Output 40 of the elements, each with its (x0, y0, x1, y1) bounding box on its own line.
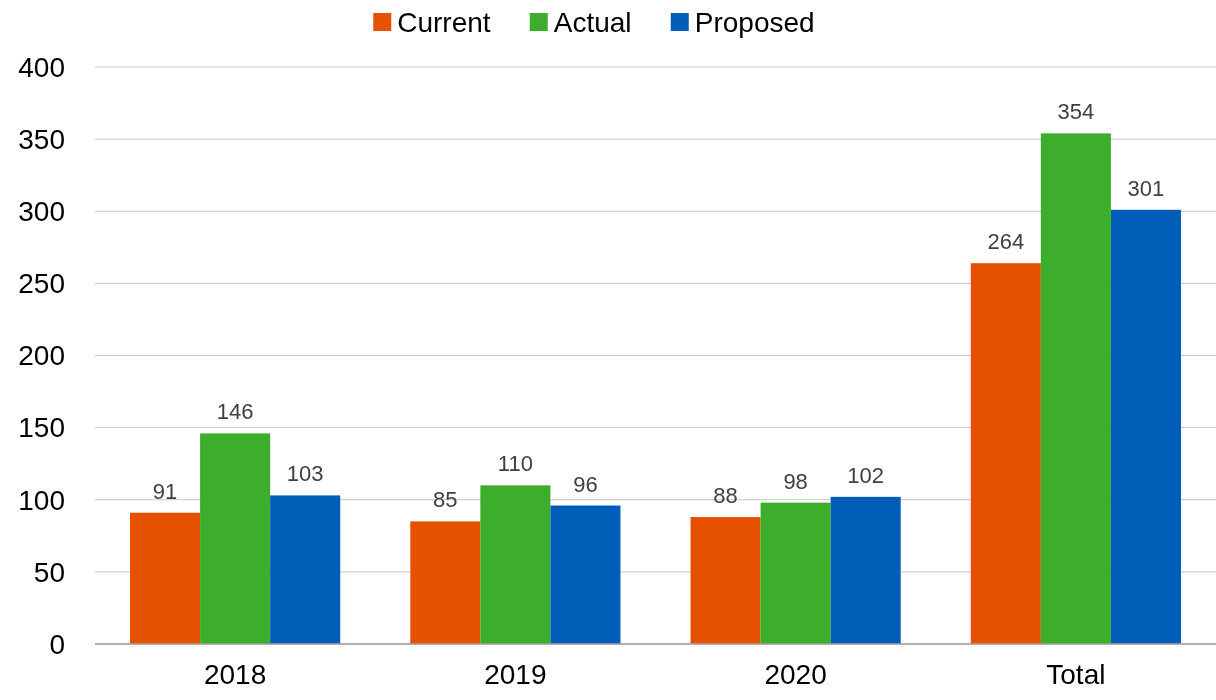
data-label: 146 (216, 399, 254, 425)
y-tick-label: 200 (18, 340, 65, 372)
x-tick-label: 2020 (764, 659, 827, 690)
bar (1110, 209, 1181, 644)
bar (830, 496, 901, 644)
y-tick-label: 0 (49, 628, 65, 660)
data-label: 110 (497, 451, 533, 477)
data-label: 91 (152, 478, 178, 504)
data-label: 85 (433, 487, 458, 513)
bar (130, 512, 201, 644)
bar (200, 433, 271, 644)
data-label: 98 (783, 468, 808, 494)
legend-label: Proposed (694, 6, 815, 38)
legend-label: Current (397, 6, 491, 38)
bar (970, 263, 1041, 644)
y-tick-label: 400 (18, 51, 65, 83)
x-tick-label: 2018 (203, 659, 267, 690)
data-label: 103 (286, 461, 324, 487)
y-tick-label: 150 (18, 412, 65, 444)
bar (690, 517, 761, 644)
x-tick-label: 2019 (484, 659, 547, 690)
bar (410, 521, 481, 644)
bar (480, 485, 551, 644)
data-label: 301 (1127, 175, 1165, 201)
x-tick-label: Total (1046, 659, 1106, 690)
y-tick-label: 100 (18, 484, 65, 516)
bar (1040, 133, 1111, 644)
bar (760, 502, 831, 644)
y-tick-label: 250 (18, 268, 65, 300)
data-label: 102 (847, 462, 885, 488)
bar (550, 505, 621, 644)
bar (270, 495, 341, 644)
data-label: 264 (987, 229, 1025, 255)
legend-label: Actual (553, 6, 632, 38)
data-label: 96 (573, 471, 598, 497)
data-label: 88 (713, 483, 738, 509)
y-tick-label: 300 (18, 196, 65, 228)
y-tick-label: 50 (33, 556, 65, 588)
y-tick-label: 350 (18, 123, 65, 155)
data-label: 354 (1057, 99, 1095, 125)
